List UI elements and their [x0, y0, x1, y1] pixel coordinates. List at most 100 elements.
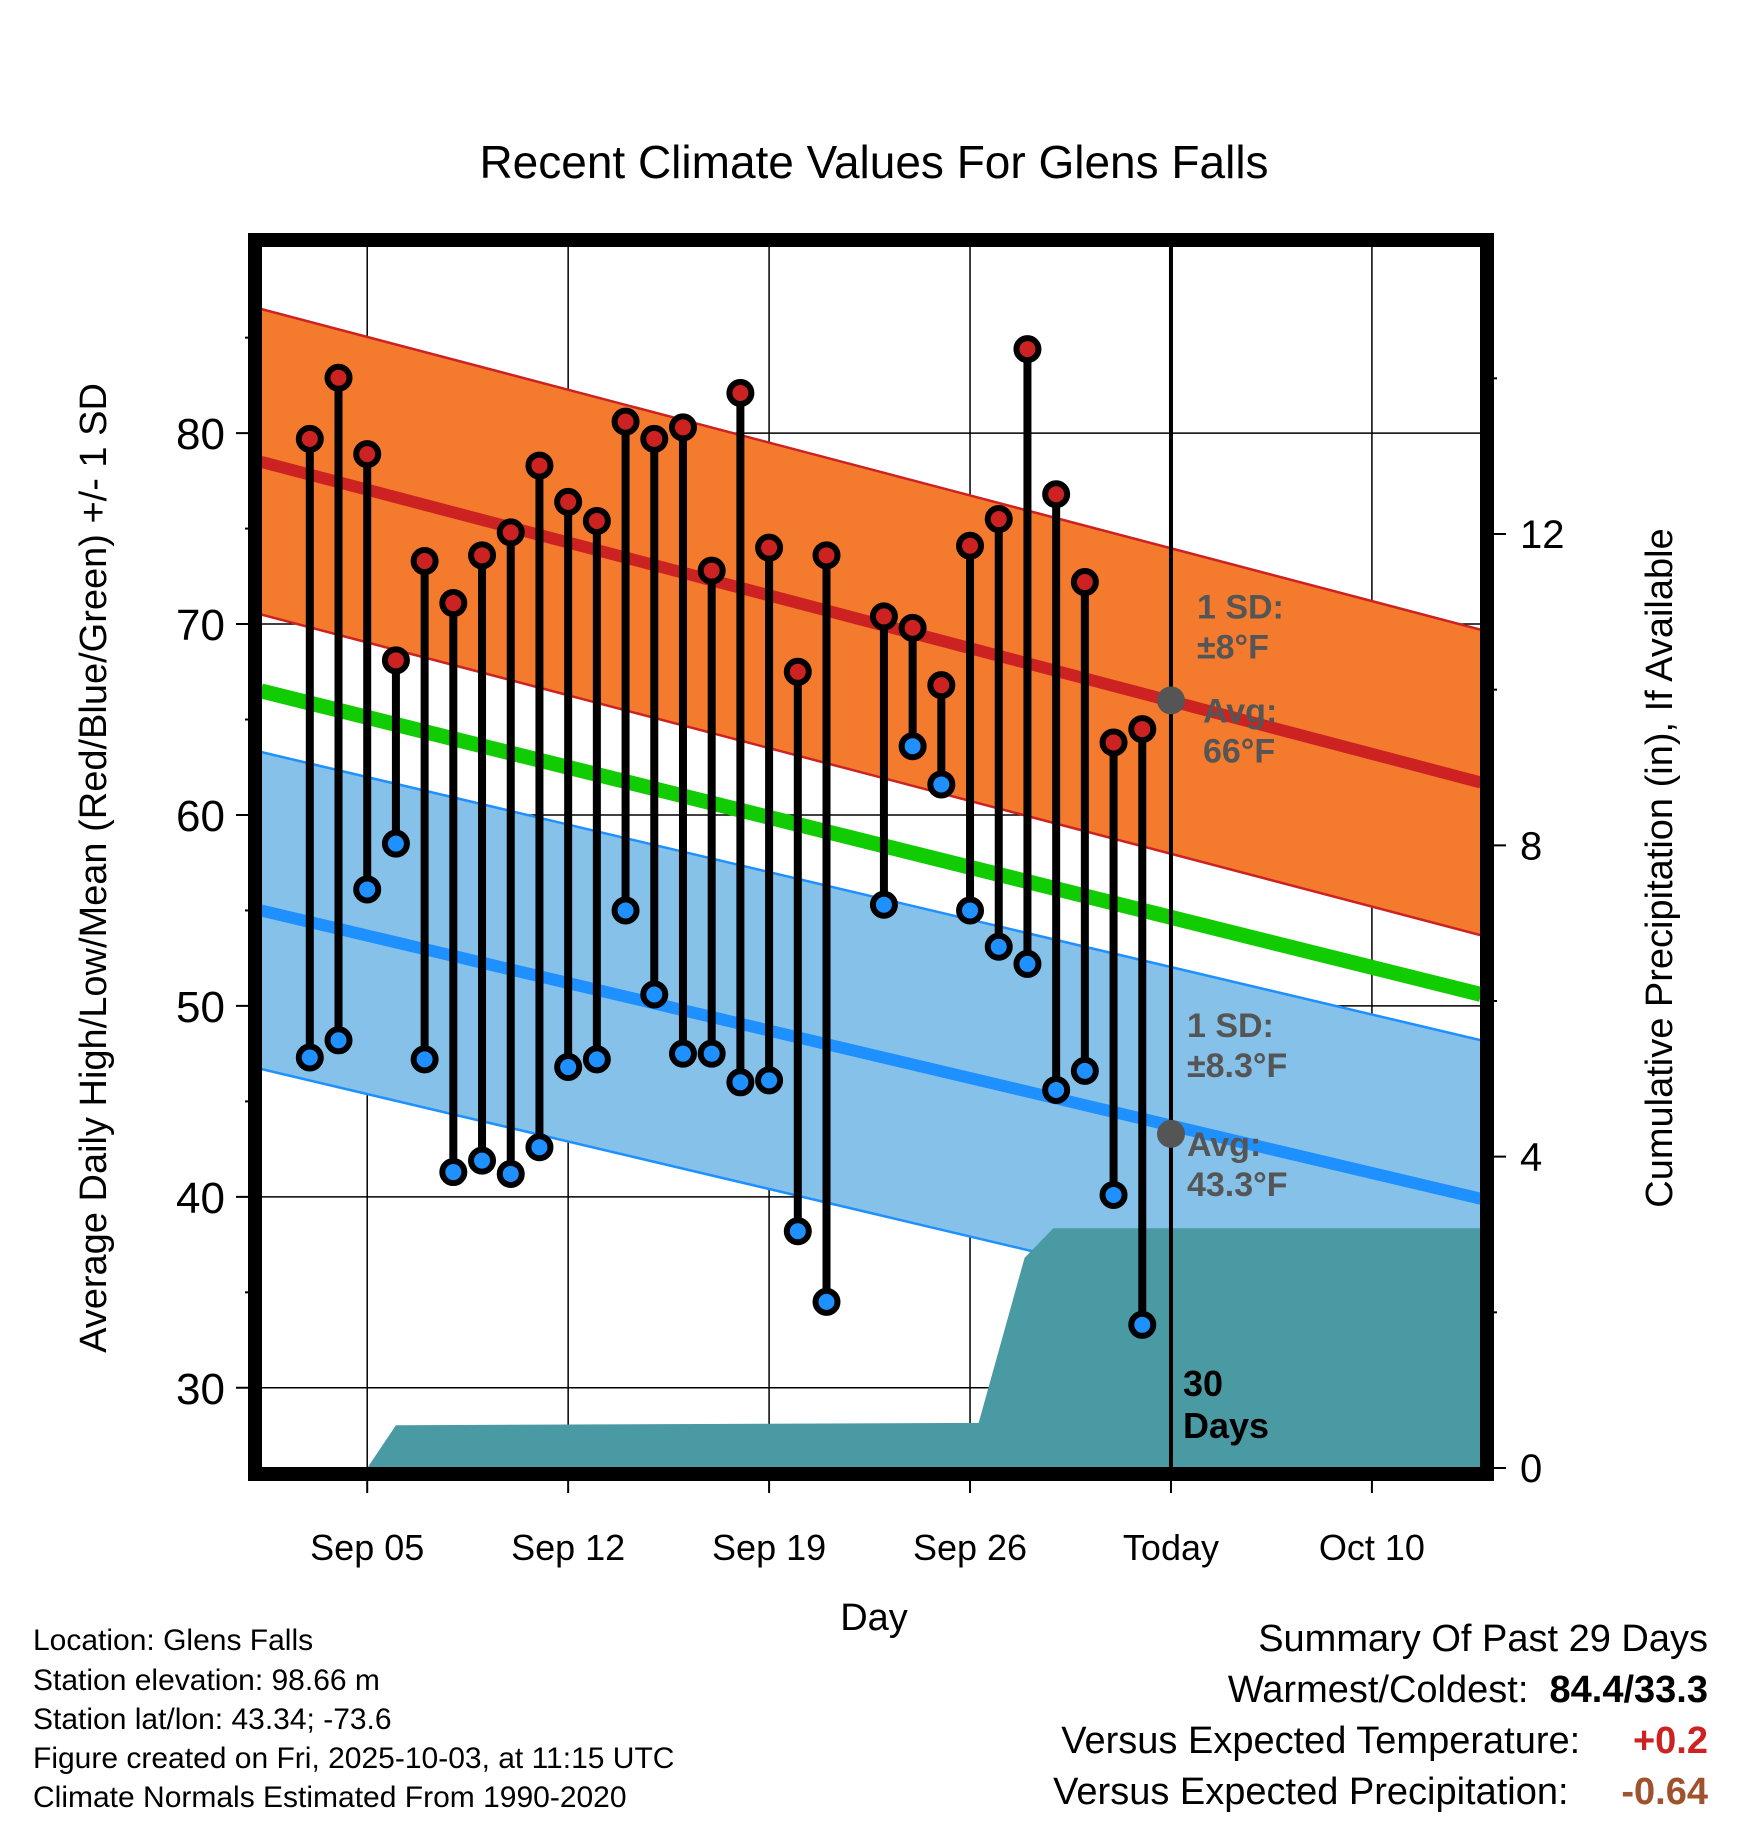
daily-high-point — [525, 451, 554, 480]
daily-high-point — [1099, 728, 1128, 757]
x-tick-label-0: Sep 05 — [310, 1527, 424, 1568]
daily-high-point — [1070, 568, 1099, 597]
daily-high-point — [697, 556, 726, 585]
daily-high-point — [468, 541, 497, 570]
y-tick-label-60: 60 — [176, 792, 225, 841]
x-tick-label-5: Oct 10 — [1319, 1527, 1425, 1568]
avg-high-label-2: 66°F — [1203, 732, 1275, 770]
daily-low-point — [984, 932, 1013, 961]
daily-low-point — [697, 1039, 726, 1068]
y-axis-label: Average Daily High/Low/Mean (Red/Blue/Gr… — [73, 383, 115, 1353]
temp-value: +0.2 — [1632, 1720, 1708, 1762]
daily-high-point — [927, 671, 956, 700]
daily-low-point — [439, 1158, 468, 1187]
days-label-1: 30 — [1183, 1363, 1223, 1404]
x-tick-label-4: Today — [1123, 1527, 1219, 1568]
daily-high-point — [554, 487, 583, 516]
normal-mean-line — [261, 683, 1481, 1002]
info-latlon: Station lat/lon: 43.34; -73.6 — [33, 1703, 392, 1736]
low-sd-band-upper-edge — [261, 750, 1481, 1042]
daily-high-point — [869, 602, 898, 631]
daily-low-point — [755, 1066, 784, 1095]
daily-low-point — [927, 770, 956, 799]
daily-low-point — [496, 1159, 525, 1188]
daily-high-point — [381, 646, 410, 675]
today-normal-low-marker — [1156, 1119, 1185, 1148]
daily-low-point — [353, 875, 382, 904]
daily-low-point — [1013, 949, 1042, 978]
daily-low-point — [1128, 1310, 1157, 1339]
daily-high-point — [726, 379, 755, 408]
temp-label: Versus Expected Temperature: — [1061, 1720, 1581, 1762]
daily-high-point — [353, 440, 382, 469]
sd-high-label-2: ±8°F — [1197, 628, 1269, 666]
today-normal-high-marker — [1156, 686, 1185, 715]
summary-precipitation: Versus Expected Precipitation: -0.64 — [1053, 1771, 1708, 1814]
daily-high-point — [410, 547, 439, 576]
avg-low-label-1: Avg: — [1187, 1126, 1261, 1164]
y-tick-label-80: 80 — [176, 410, 225, 459]
y2-tick-label-8: 8 — [1520, 824, 1542, 868]
y2-tick-label-4: 4 — [1520, 1136, 1542, 1180]
precip-label: Versus Expected Precipitation: — [1053, 1771, 1569, 1813]
daily-low-point — [640, 980, 669, 1009]
sd-low-label-1: 1 SD: — [1187, 1007, 1274, 1045]
info-location: Location: Glens Falls — [33, 1624, 314, 1657]
daily-low-point — [324, 1026, 353, 1055]
x-tick-label-3: Sep 26 — [913, 1527, 1027, 1568]
y-tick-label-70: 70 — [176, 601, 225, 650]
y2-tick-label-12: 12 — [1520, 513, 1565, 557]
daily-low-point — [726, 1068, 755, 1097]
warm-cold-value: 84.4/33.3 — [1549, 1669, 1708, 1711]
warm-cold-label: Warmest/Coldest: — [1227, 1669, 1529, 1711]
daily-low-point — [611, 896, 640, 925]
daily-high-point — [956, 531, 985, 560]
daily-low-point — [1070, 1056, 1099, 1085]
daily-high-point — [295, 424, 324, 453]
daily-high-point — [668, 413, 697, 442]
precip-value: -0.64 — [1621, 1771, 1708, 1813]
daily-high-point — [496, 518, 525, 547]
high-sd-band-lower-edge — [261, 613, 1481, 937]
daily-high-point — [755, 533, 784, 562]
daily-low-point — [410, 1045, 439, 1074]
plot-content — [261, 246, 1481, 1468]
normal-low-line — [261, 904, 1481, 1205]
high-sd-band-upper-edge — [261, 307, 1481, 631]
summary-title: Summary Of Past 29 Days — [1258, 1618, 1708, 1660]
daily-high-point — [324, 363, 353, 392]
daily-high-point — [783, 657, 812, 686]
precip-area — [367, 1228, 1481, 1468]
summary-temperature: Versus Expected Temperature: +0.2 — [1061, 1720, 1708, 1763]
sd-high-label-1: 1 SD: — [1197, 588, 1284, 626]
normal-high-line — [261, 455, 1481, 789]
daily-high-point — [812, 541, 841, 570]
y-tick-label-30: 30 — [176, 1365, 225, 1414]
info-elevation: Station elevation: 98.66 m — [33, 1664, 380, 1697]
avg-high-label-1: Avg: — [1203, 692, 1277, 730]
avg-low-label-2: 43.3°F — [1187, 1166, 1288, 1204]
daily-low-point — [898, 732, 927, 761]
y2-tick-label-0: 0 — [1520, 1447, 1542, 1491]
daily-high-point — [611, 407, 640, 436]
plot-frame — [248, 233, 1494, 1481]
x-tick-label-1: Sep 12 — [511, 1527, 625, 1568]
daily-low-point — [956, 896, 985, 925]
daily-high-point — [1013, 335, 1042, 364]
daily-low-point — [1042, 1075, 1071, 1104]
y-tick-label-50: 50 — [176, 983, 225, 1032]
daily-high-point — [640, 424, 669, 453]
daily-high-point — [439, 589, 468, 618]
x-axis-label: Day — [840, 1597, 908, 1639]
daily-low-point — [869, 890, 898, 919]
daily-low-point — [582, 1045, 611, 1074]
daily-low-point — [525, 1133, 554, 1162]
daily-low-point — [1099, 1180, 1128, 1209]
daily-high-point — [984, 505, 1013, 534]
y2-axis-label: Cumulative Precipitation (in), If Availa… — [1639, 528, 1681, 1207]
daily-high-point — [1128, 715, 1157, 744]
chart-title: Recent Climate Values For Glens Falls — [479, 136, 1268, 188]
sd-low-label-2: ±8.3°F — [1187, 1047, 1287, 1085]
